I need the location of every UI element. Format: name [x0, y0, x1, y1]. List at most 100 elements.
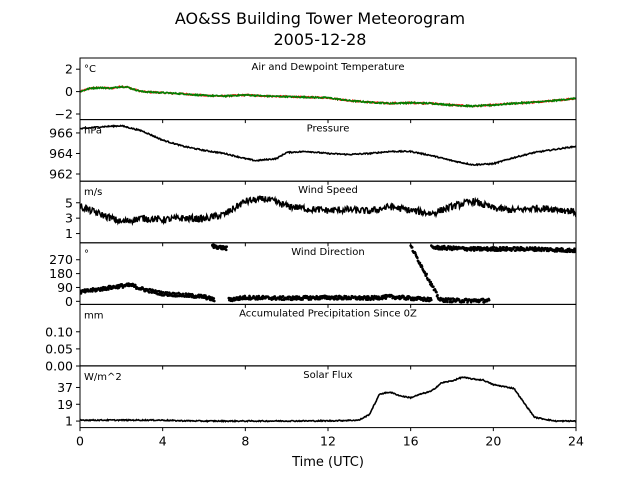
- x-axis: 0 4 8 12 16 20 24: [76, 434, 584, 449]
- y-tick-label: 1: [65, 226, 73, 241]
- x-tick-label: 20: [485, 434, 501, 449]
- unit-label: hPa: [84, 126, 102, 137]
- wind-direction-point: [334, 294, 338, 298]
- wind-direction-point: [487, 298, 491, 302]
- wind-direction-point: [372, 298, 375, 301]
- y-tick-label: 3: [65, 211, 73, 226]
- x-tick-label: 8: [241, 434, 249, 449]
- panel-3: 531 m/s Wind Speed: [65, 180, 577, 247]
- y-tick-label: 964: [49, 146, 73, 161]
- x-tick-label: 24: [568, 434, 584, 449]
- wind-direction-point: [224, 248, 228, 252]
- y-tick-label: 962: [49, 167, 73, 182]
- wind-direction-point: [307, 298, 311, 301]
- y-tick-label: 1: [65, 414, 73, 429]
- wind-direction-point: [406, 297, 410, 301]
- wind-direction-point: [278, 298, 281, 301]
- y-tick-label: 37: [57, 380, 73, 395]
- wind-direction-point: [502, 246, 505, 249]
- y-tick-label: 0.05: [45, 341, 73, 356]
- wind-direction-point: [416, 256, 419, 260]
- wind-direction-point: [449, 297, 453, 301]
- y-tick-label: 0: [65, 84, 73, 99]
- wind-direction-point: [108, 284, 112, 288]
- wind-direction-point: [430, 298, 433, 302]
- x-tick-label: 12: [320, 434, 336, 449]
- unit-label: m/s: [84, 187, 102, 198]
- wind-direction-point: [472, 249, 476, 252]
- wind-direction-point: [286, 297, 290, 301]
- series-line-1: [80, 85, 576, 108]
- wind-direction-point: [213, 299, 216, 303]
- panel-title: Solar Flux: [303, 370, 353, 381]
- panel-6: 37 19 1 W/m^2 Solar Flux: [57, 365, 577, 432]
- wind-direction-point: [442, 244, 446, 248]
- figure-title: AO&SS Building Tower Meteorogram: [175, 9, 465, 28]
- plot-area: [80, 195, 576, 226]
- unit-label: °: [84, 249, 89, 260]
- panel-title: Pressure: [307, 124, 350, 135]
- y-tick-label: 0.00: [45, 359, 73, 374]
- series-line-1: [80, 195, 576, 226]
- wind-direction-point: [231, 299, 234, 303]
- panel-5: 0.10 0.05 0.00 mm Accumulated Precipitation …: [45, 303, 577, 374]
- unit-label: W/m^2: [84, 372, 122, 383]
- y-tick-label: 2: [65, 62, 73, 77]
- y-tick-label: 90: [57, 280, 73, 295]
- wind-direction-point: [212, 297, 216, 300]
- wind-direction-point: [172, 291, 176, 295]
- wind-direction-point: [273, 295, 277, 298]
- x-tick-label: 0: [76, 434, 84, 449]
- wind-direction-point: [429, 280, 433, 284]
- series-line-2: [80, 85, 576, 108]
- panel-2: 966 964 962 hPa Pressure: [49, 119, 577, 185]
- plot-area: [80, 85, 576, 108]
- wind-direction-point: [435, 290, 438, 294]
- wind-direction-point: [384, 297, 388, 300]
- x-tick-label: 16: [403, 434, 419, 449]
- y-tick-label: 19: [57, 397, 73, 412]
- panel-title: Wind Direction: [291, 247, 365, 258]
- panel-title: Wind Speed: [298, 185, 358, 196]
- wind-direction-point: [410, 245, 414, 249]
- wind-direction-point: [225, 245, 229, 248]
- wind-direction-point: [281, 295, 285, 298]
- wind-direction-point: [147, 291, 151, 294]
- panel-title: Air and Dewpoint Temperature: [252, 62, 405, 73]
- wind-direction-point: [436, 293, 439, 297]
- wind-direction-point: [418, 261, 422, 265]
- wind-direction-point: [446, 300, 449, 304]
- wind-direction-point: [537, 246, 541, 249]
- panel-title: Accumulated Precipitation Since 0Z: [239, 308, 417, 319]
- wind-direction-point: [437, 245, 441, 249]
- plot-area: [80, 376, 576, 423]
- x-tick-label: 4: [159, 434, 167, 449]
- y-tick-label: 5: [65, 195, 73, 210]
- wind-direction-point: [166, 291, 169, 294]
- wind-direction-point: [493, 246, 496, 249]
- series-line-1: [80, 376, 576, 423]
- unit-label: °C: [84, 64, 96, 75]
- wind-direction-point: [540, 249, 543, 253]
- y-tick-label: 966: [49, 125, 73, 140]
- wind-direction-point: [257, 294, 261, 298]
- series-line-1: [80, 124, 576, 167]
- plot-area: [80, 124, 576, 167]
- wind-direction-point: [567, 247, 571, 251]
- y-tick-label: 270: [49, 252, 73, 267]
- panels: 2 0 −2 °C Air and Dewpoint Temperature 966 964…: [45, 57, 577, 432]
- wind-direction-point: [425, 272, 428, 276]
- y-tick-label: 0.10: [45, 324, 73, 339]
- wind-direction-point: [420, 265, 424, 268]
- y-tick-label: 0: [65, 294, 73, 309]
- plot-area: [80, 243, 576, 304]
- wind-direction-point: [432, 285, 435, 289]
- y-tick-label: −2: [55, 107, 73, 122]
- wind-direction-point: [174, 292, 178, 295]
- y-tick-label: 180: [49, 266, 73, 281]
- unit-label: mm: [84, 310, 103, 321]
- wind-direction-point: [215, 244, 218, 248]
- wind-direction-point: [427, 278, 431, 282]
